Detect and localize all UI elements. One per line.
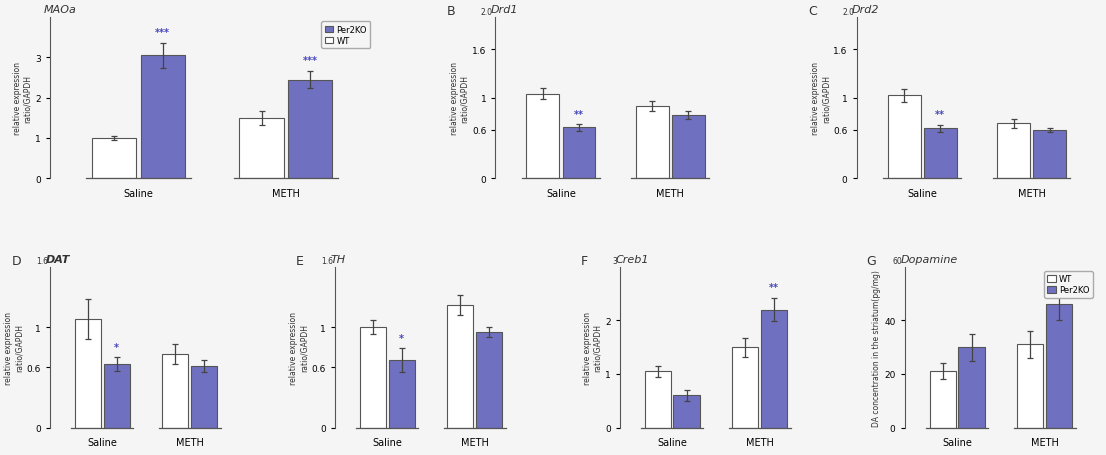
Bar <box>191 366 218 428</box>
Text: Dopamine: Dopamine <box>900 254 958 264</box>
Text: *: * <box>114 342 119 352</box>
Bar <box>1046 304 1072 428</box>
Bar <box>959 348 984 428</box>
Bar <box>92 139 136 179</box>
Text: TH: TH <box>331 254 346 264</box>
Bar <box>924 129 957 179</box>
Y-axis label: relative expression
ratio/GAPDH: relative expression ratio/GAPDH <box>13 62 32 135</box>
Bar <box>140 56 185 179</box>
Y-axis label: relative expression
ratio/GAPDH: relative expression ratio/GAPDH <box>583 311 602 384</box>
Text: D: D <box>11 254 21 267</box>
Text: **: ** <box>936 110 946 120</box>
Text: 2.0: 2.0 <box>481 8 493 16</box>
Text: MAOa: MAOa <box>43 5 76 15</box>
Y-axis label: relative expression
ratio/GAPDH: relative expression ratio/GAPDH <box>4 311 23 384</box>
Text: 60: 60 <box>893 257 902 266</box>
Y-axis label: DA concentration in the striatum(pg/mg): DA concentration in the striatum(pg/mg) <box>873 269 881 426</box>
Text: Creb1: Creb1 <box>616 254 649 264</box>
Bar <box>1033 131 1066 179</box>
Text: 2.0: 2.0 <box>843 8 854 16</box>
Bar <box>636 106 668 179</box>
Bar <box>1018 345 1043 428</box>
Bar <box>732 348 759 428</box>
Text: Drd1: Drd1 <box>490 5 518 15</box>
Text: ***: *** <box>155 28 170 38</box>
Bar <box>761 310 787 428</box>
Bar <box>288 81 333 179</box>
Bar <box>163 354 188 428</box>
Bar <box>75 319 101 428</box>
Y-axis label: relative expression
ratio/GAPDH: relative expression ratio/GAPDH <box>289 311 309 384</box>
Bar <box>526 95 560 179</box>
Bar <box>998 124 1030 179</box>
Text: ***: *** <box>303 56 317 66</box>
Legend: Per2KO, WT: Per2KO, WT <box>322 22 371 49</box>
Bar <box>447 305 473 428</box>
Bar <box>476 332 502 428</box>
Text: F: F <box>581 254 588 267</box>
Bar <box>239 119 283 179</box>
Text: 3: 3 <box>613 257 618 266</box>
Bar <box>645 371 671 428</box>
Text: **: ** <box>769 283 779 293</box>
Bar <box>563 128 595 179</box>
Text: *: * <box>399 333 404 343</box>
Bar <box>359 327 386 428</box>
Bar <box>671 116 705 179</box>
Text: G: G <box>866 254 876 267</box>
Y-axis label: relative expression
ratio/GAPDH: relative expression ratio/GAPDH <box>450 62 469 135</box>
Text: **: ** <box>574 109 584 119</box>
Text: Drd2: Drd2 <box>852 5 879 15</box>
Text: C: C <box>808 5 817 18</box>
Legend: WT, Per2KO: WT, Per2KO <box>1044 271 1093 298</box>
Text: B: B <box>447 5 456 18</box>
Text: 1.6: 1.6 <box>35 257 48 266</box>
Text: 1.6: 1.6 <box>321 257 333 266</box>
Bar <box>104 364 129 428</box>
Text: DAT: DAT <box>46 254 71 264</box>
Bar <box>888 96 920 179</box>
Bar <box>388 360 415 428</box>
Bar <box>674 395 700 428</box>
Bar <box>929 371 956 428</box>
Y-axis label: relative expression
ratio/GAPDH: relative expression ratio/GAPDH <box>811 62 831 135</box>
Text: E: E <box>296 254 304 267</box>
